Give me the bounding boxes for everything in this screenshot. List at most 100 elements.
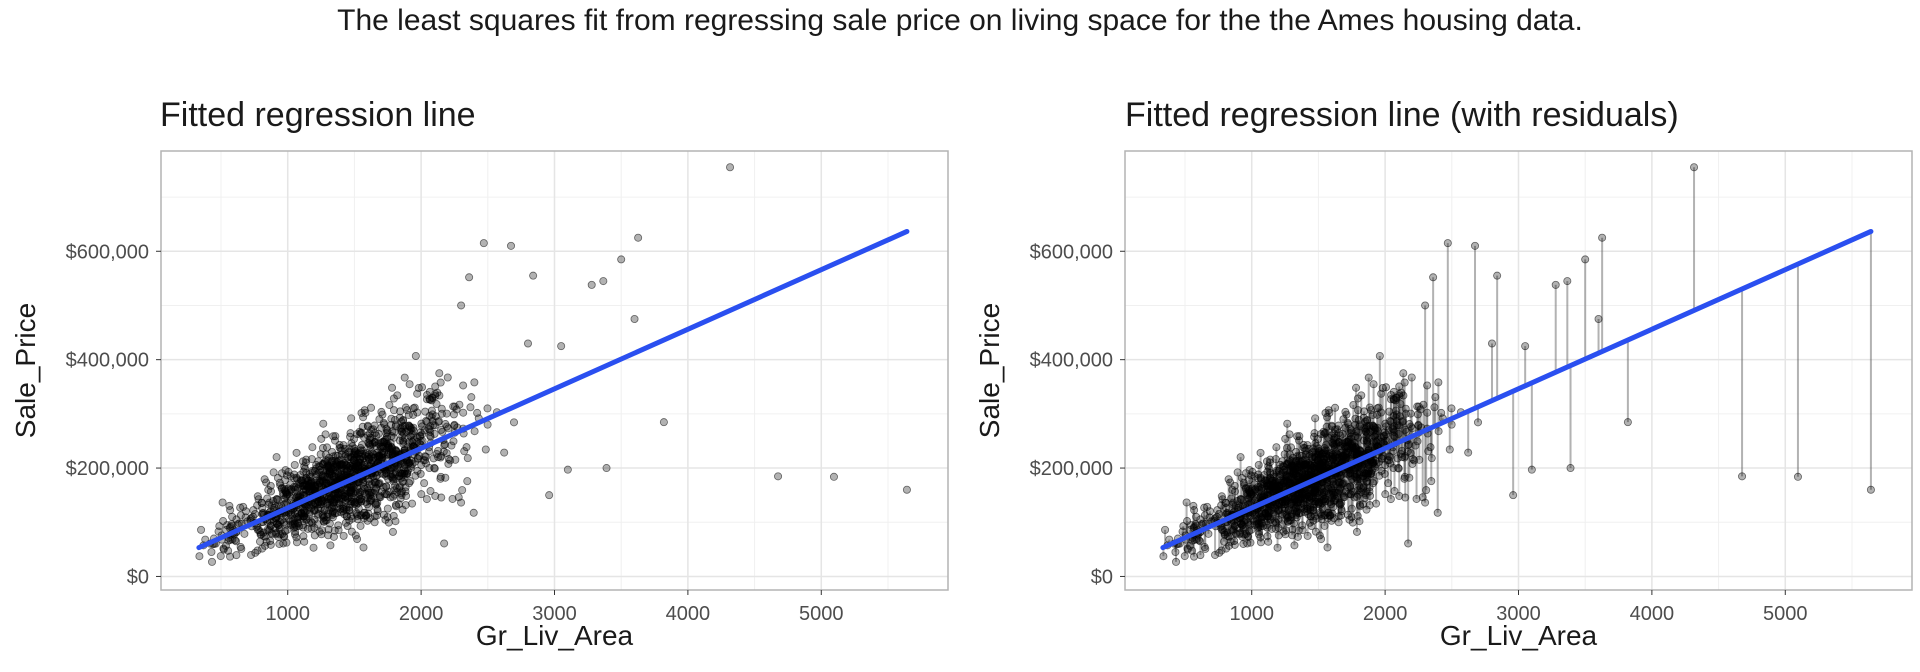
data-point — [1464, 448, 1473, 457]
data-point — [431, 491, 440, 500]
data-point — [1407, 373, 1416, 382]
data-point — [509, 418, 518, 427]
data-point — [437, 493, 446, 502]
data-point — [411, 351, 420, 360]
data-point — [529, 271, 538, 280]
data-point — [470, 378, 479, 387]
data-point — [299, 532, 308, 541]
data-point — [226, 552, 235, 561]
data-point — [426, 432, 435, 441]
data-point — [1369, 380, 1378, 389]
data-point — [1445, 445, 1454, 454]
data-point — [1291, 456, 1300, 465]
data-point — [1224, 475, 1233, 484]
data-point — [251, 548, 260, 557]
figure-title: The least squares fit from regressing sa… — [337, 4, 1583, 37]
data-point — [422, 495, 431, 504]
data-point — [390, 415, 399, 424]
data-point — [1274, 506, 1283, 515]
data-point — [1594, 315, 1603, 324]
data-point — [1263, 532, 1272, 541]
data-point — [207, 548, 216, 557]
data-point — [1190, 506, 1199, 515]
data-point — [774, 472, 783, 481]
data-point — [1361, 487, 1370, 496]
data-point — [282, 471, 291, 480]
data-point — [1200, 543, 1209, 552]
data-point — [340, 510, 349, 519]
data-point — [410, 403, 419, 412]
data-point — [259, 528, 268, 537]
data-point — [378, 469, 387, 478]
data-point — [1392, 410, 1401, 419]
data-point — [1352, 449, 1361, 458]
y-axis-title: Sale_Price — [974, 303, 1005, 438]
data-point — [1295, 463, 1304, 472]
data-point — [223, 521, 232, 530]
data-point — [405, 380, 414, 389]
data-point — [418, 383, 427, 392]
data-point — [1384, 479, 1393, 488]
data-point — [1401, 404, 1410, 413]
y-tick-label: $0 — [1091, 566, 1113, 588]
x-tick-label: 2000 — [399, 603, 444, 625]
data-point — [372, 478, 381, 487]
data-point — [338, 488, 347, 497]
data-point — [630, 315, 639, 324]
data-point — [1255, 530, 1264, 539]
data-point — [1288, 531, 1297, 540]
data-point — [1337, 507, 1346, 516]
data-point — [1332, 439, 1341, 448]
data-point — [1412, 494, 1421, 503]
data-point — [297, 476, 306, 485]
data-point — [1427, 454, 1436, 463]
data-point — [253, 492, 262, 501]
data-point — [291, 530, 300, 539]
data-point — [420, 479, 429, 488]
data-point — [309, 543, 318, 552]
data-point — [1336, 478, 1345, 487]
data-point — [360, 484, 369, 493]
data-point — [236, 543, 245, 552]
data-point — [359, 543, 368, 552]
data-point — [1493, 271, 1502, 280]
data-point — [411, 471, 420, 480]
data-point — [1413, 410, 1422, 419]
data-point — [1349, 400, 1358, 409]
data-point — [1324, 406, 1333, 415]
data-point — [1262, 521, 1271, 530]
data-point — [292, 448, 301, 457]
data-point — [457, 498, 466, 507]
data-point — [1398, 417, 1407, 426]
data-point — [1382, 437, 1391, 446]
data-point — [1527, 465, 1536, 474]
data-point — [329, 432, 338, 441]
data-point — [401, 403, 410, 412]
data-point — [1311, 527, 1320, 536]
data-point — [1373, 423, 1382, 432]
data-point — [462, 443, 471, 452]
data-point — [1384, 426, 1393, 435]
data-point — [1357, 391, 1366, 400]
data-point — [421, 407, 430, 416]
data-point — [413, 389, 422, 398]
data-point — [1487, 339, 1496, 348]
data-point — [377, 423, 386, 432]
data-point — [458, 486, 467, 495]
data-point — [1261, 476, 1270, 485]
data-point — [1247, 525, 1256, 534]
data-point — [1354, 415, 1363, 424]
data-point — [1364, 373, 1373, 382]
data-point — [459, 381, 468, 390]
data-point — [599, 277, 608, 286]
data-point — [392, 502, 401, 511]
data-point — [1341, 407, 1350, 416]
data-point — [1343, 438, 1352, 447]
data-point — [602, 464, 611, 473]
data-point — [413, 466, 422, 475]
data-point — [659, 418, 668, 427]
chart-panel-1: 1000 2000 3000 4000 5000$0$200,000$400,000$6… — [10, 150, 949, 651]
data-point — [1309, 488, 1318, 497]
data-point — [1273, 543, 1282, 552]
data-point — [463, 454, 472, 463]
